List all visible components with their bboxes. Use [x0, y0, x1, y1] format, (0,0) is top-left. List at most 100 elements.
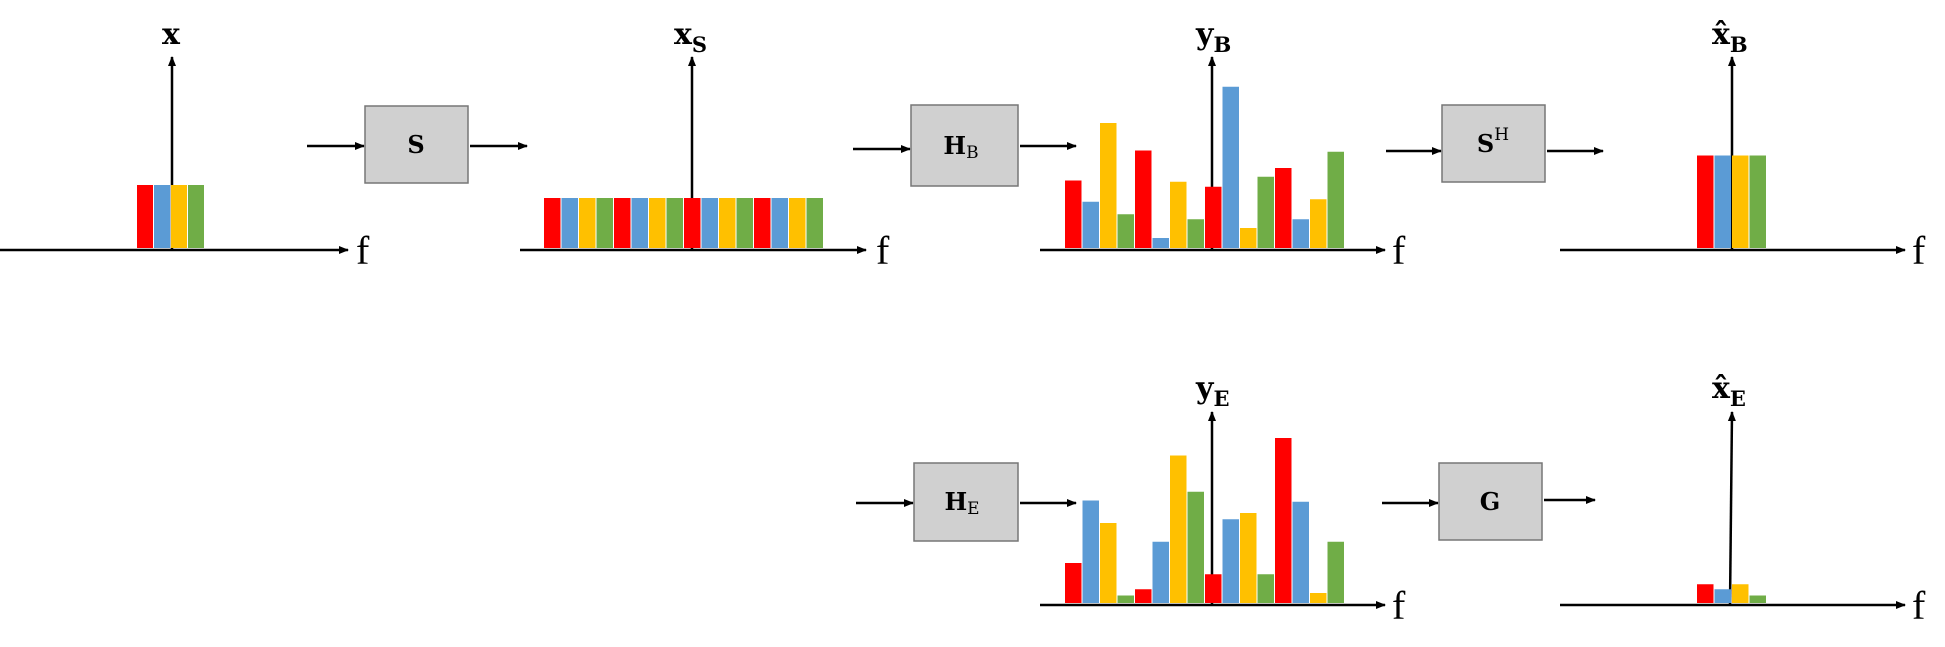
- spectrum-bars: [1065, 86, 1344, 248]
- spectrum-bar-red: [1275, 438, 1292, 603]
- block-s: S: [364, 105, 469, 184]
- spectrum-bar-green: [1327, 151, 1344, 248]
- spectrum-bar-red: [1697, 155, 1714, 248]
- spectrum-bar-green: [1257, 574, 1274, 603]
- spectrum-bar-red: [544, 198, 561, 248]
- spectrum-bar-yellow: [789, 198, 806, 248]
- spectrum-bar-red: [1205, 574, 1222, 603]
- block-g-label: G: [1480, 487, 1501, 516]
- magnitude-axis: [1727, 411, 1736, 606]
- spectrum-bar-green: [1749, 155, 1766, 248]
- spectrum-bar-red: [1205, 186, 1222, 248]
- freq-axis-label: f: [876, 228, 890, 273]
- panel-ye: f yE: [1040, 371, 1406, 628]
- spectrum-bar-red: [754, 198, 771, 248]
- spectrum-bar-blue: [1222, 519, 1239, 603]
- spectrum-bar-yellow: [171, 185, 187, 248]
- freq-axis-label: f: [1392, 583, 1406, 628]
- spectrum-bar-blue: [631, 198, 648, 248]
- spectrum-bar-green: [1327, 541, 1344, 603]
- spectrum-bar-red: [1065, 180, 1082, 248]
- spectrum-bar-yellow: [1240, 228, 1257, 248]
- block-sh-label: SH: [1477, 125, 1509, 158]
- spectrum-bar-blue: [561, 198, 578, 248]
- spectrum-bar-green: [596, 198, 613, 248]
- signal-label-xhat-e: x̂E: [1712, 371, 1746, 411]
- spectrum-bar-blue: [1222, 86, 1239, 248]
- spectrum-bars: [544, 198, 823, 248]
- block-sh: SH: [1441, 104, 1546, 183]
- spectrum-bars: [1065, 438, 1344, 603]
- block-g-box: [1438, 462, 1543, 541]
- spectrum-bar-red: [1275, 168, 1292, 248]
- spectrum-bar-yellow: [1310, 593, 1327, 603]
- signal-label-x: x: [162, 17, 181, 52]
- block-hb: HB: [910, 104, 1019, 187]
- spectrum-bar-blue: [1292, 219, 1309, 248]
- spectrum-bar-green: [188, 185, 204, 248]
- spectrum-bar-blue: [1292, 501, 1309, 603]
- spectrum-bar-red: [1135, 150, 1152, 248]
- spectrum-bar-red: [1135, 589, 1152, 603]
- spectrum-bar-blue: [701, 198, 718, 248]
- block-hb-box: [910, 104, 1019, 187]
- spectrum-bar-blue: [1714, 589, 1731, 603]
- spectrum-bar-blue: [771, 198, 788, 248]
- panel-xs: f xS: [520, 17, 890, 273]
- block-g: G: [1438, 462, 1543, 541]
- spectrum-bar-green: [1749, 595, 1766, 603]
- spectrum-bar-green: [1187, 491, 1204, 603]
- panel-xhat-e: f x̂E: [1560, 371, 1926, 628]
- freq-axis-label: f: [1392, 228, 1406, 273]
- spectrum-bars: [137, 185, 204, 248]
- spectrum-bar-blue: [1082, 201, 1099, 248]
- spectrum-bar-yellow: [1732, 155, 1749, 248]
- spectrum-bar-green: [1187, 219, 1204, 248]
- spectrum-bar-yellow: [1732, 584, 1749, 603]
- block-he-label: HE: [944, 487, 979, 519]
- spectrum-bar-blue: [1152, 238, 1169, 248]
- freq-axis-label: f: [1912, 228, 1926, 273]
- panel-x: f x: [0, 17, 370, 273]
- spectrum-bar-green: [1257, 176, 1274, 248]
- block-sh-box: [1441, 104, 1546, 183]
- spectrum-bar-green: [1117, 595, 1134, 603]
- spectrum-bar-yellow: [1170, 181, 1187, 248]
- spectrum-bar-yellow: [1170, 455, 1187, 603]
- spectrum-bar-yellow: [1100, 123, 1117, 248]
- spectrum-bar-red: [137, 185, 153, 248]
- spectrum-bar-red: [1065, 563, 1082, 603]
- spectrum-bar-yellow: [579, 198, 596, 248]
- spectrum-bar-red: [614, 198, 631, 248]
- block-he-box: [913, 462, 1019, 542]
- spectrum-bar-yellow: [719, 198, 736, 248]
- spectrum-bar-blue: [154, 185, 170, 248]
- spectrum-bar-blue: [1082, 500, 1099, 603]
- block-hb-label: HB: [943, 131, 978, 163]
- signal-label-ye: yE: [1195, 371, 1229, 411]
- spectrum-bar-yellow: [1240, 513, 1257, 603]
- signal-label-xs: xS: [674, 17, 707, 57]
- spectrum-bar-green: [736, 198, 753, 248]
- spectrum-bar-yellow: [649, 198, 666, 248]
- block-s-box: [364, 105, 469, 184]
- panel-xhat-b: f x̂B: [1560, 17, 1926, 273]
- spectrum-bars: [1697, 155, 1766, 248]
- spectrum-bar-blue: [1152, 541, 1169, 603]
- spectrum-bar-red: [1697, 584, 1714, 603]
- block-s-label: S: [407, 130, 424, 159]
- signal-label-xhat-b: x̂B: [1712, 17, 1748, 57]
- signal-label-yb: yB: [1195, 17, 1231, 57]
- spectrum-bar-green: [1117, 214, 1134, 248]
- spectrum-bar-yellow: [1100, 523, 1117, 603]
- spectrum-bar-yellow: [1310, 199, 1327, 248]
- freq-axis-label: f: [356, 228, 370, 273]
- freq-axis-label: f: [1912, 583, 1926, 628]
- panel-yb: f yB: [1040, 17, 1406, 273]
- spectrum-bar-green: [666, 198, 683, 248]
- spectrum-bars: [1697, 584, 1766, 603]
- spectrum-bar-red: [684, 198, 701, 248]
- spectrum-bar-blue: [1714, 155, 1731, 248]
- spectrum-bar-green: [806, 198, 823, 248]
